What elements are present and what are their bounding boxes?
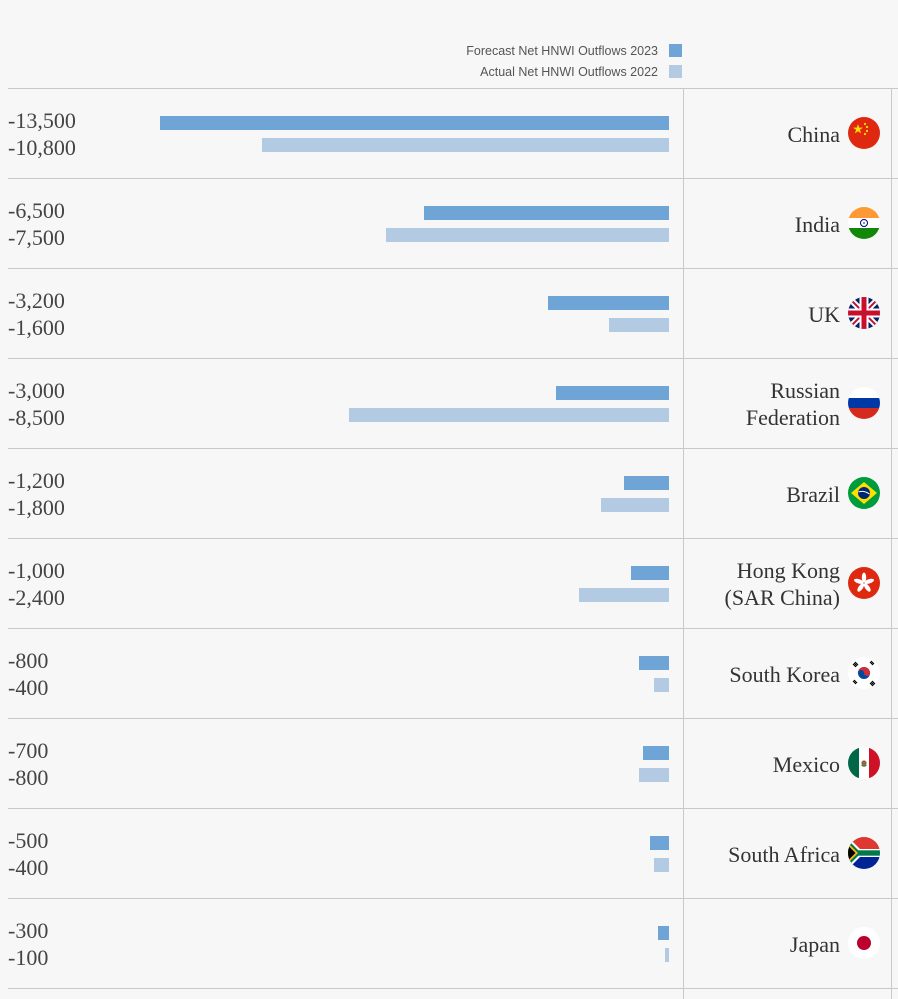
chart-row: -1,200 -1,800 Brazil <box>8 448 898 539</box>
divider-vertical-right <box>891 89 892 999</box>
forecast-value-label: -700 <box>8 738 49 763</box>
actual-bar[interactable] <box>348 408 669 422</box>
country-label: China <box>787 121 840 147</box>
actual-bar[interactable] <box>578 588 669 602</box>
actual-value-label: -8,500 <box>8 405 65 430</box>
chart-row: -800 -400 South Korea <box>8 628 898 719</box>
country-label: Russian Federation <box>745 378 840 430</box>
mexico-flag-icon <box>848 747 880 779</box>
forecast-value-label: -3,000 <box>8 378 65 403</box>
south-korea-flag-icon <box>848 657 880 689</box>
forecast-value-label: -300 <box>8 918 49 943</box>
chart-row: -3,200 -1,600 UK <box>8 268 898 359</box>
chart-row: -3,000 -8,500 Russian Federation <box>8 358 898 449</box>
legend-swatch-actual <box>669 65 682 78</box>
russia-flag-icon <box>848 387 880 419</box>
country-label: Hong Kong (SAR China) <box>724 558 841 610</box>
actual-value-label: -1,800 <box>8 495 65 520</box>
forecast-bar[interactable] <box>650 836 669 850</box>
legend-label-forecast: Forecast Net HNWI Outflows 2023 <box>466 43 658 58</box>
legend: Forecast Net HNWI Outflows 2023 Actual N… <box>466 40 682 82</box>
divider-vertical-left <box>683 89 684 999</box>
chart-row: -1,000 -2,400 Hong Kong (SAR China) <box>8 538 898 629</box>
china-flag-icon <box>848 117 880 149</box>
actual-value-label: -7,500 <box>8 225 65 250</box>
forecast-bar[interactable] <box>160 116 669 130</box>
actual-bar[interactable] <box>665 948 669 962</box>
chart-row: -300 -100 Japan <box>8 898 898 989</box>
actual-bar[interactable] <box>653 678 669 692</box>
forecast-value-label: -13,500 <box>8 108 76 133</box>
india-flag-icon <box>848 207 880 239</box>
legend-swatch-forecast <box>669 44 682 57</box>
actual-bar[interactable] <box>608 318 669 332</box>
forecast-value-label: -800 <box>8 648 49 673</box>
forecast-value-label: -1,000 <box>8 558 65 583</box>
actual-value-label: -800 <box>8 765 49 790</box>
country-label: Mexico <box>772 751 840 777</box>
uk-flag-icon <box>848 297 880 329</box>
country-label: Brazil <box>786 481 840 507</box>
forecast-bar[interactable] <box>555 386 669 400</box>
actual-value-label: -2,400 <box>8 585 65 610</box>
hong-kong-flag-icon <box>848 567 880 599</box>
country-label: India <box>794 211 840 237</box>
actual-bar[interactable] <box>386 228 669 242</box>
chart-row: -13,500 -10,800 China <box>8 88 898 179</box>
forecast-bar[interactable] <box>631 566 669 580</box>
legend-item-forecast[interactable]: Forecast Net HNWI Outflows 2023 <box>466 40 682 61</box>
forecast-bar[interactable] <box>638 656 669 670</box>
country-label: South Africa <box>728 841 840 867</box>
country-label: Japan <box>789 931 840 957</box>
divider-bottom <box>8 988 898 989</box>
chart-row: -700 -800 Mexico <box>8 718 898 809</box>
forecast-value-label: -500 <box>8 828 49 853</box>
chart-row: -6,500 -7,500 India <box>8 178 898 269</box>
actual-value-label: -10,800 <box>8 135 76 160</box>
actual-value-label: -100 <box>8 945 49 970</box>
actual-bar[interactable] <box>653 858 669 872</box>
actual-bar[interactable] <box>261 138 669 152</box>
actual-value-label: -400 <box>8 675 49 700</box>
actual-value-label: -1,600 <box>8 315 65 340</box>
legend-label-actual: Actual Net HNWI Outflows 2022 <box>480 64 658 79</box>
forecast-bar[interactable] <box>548 296 669 310</box>
forecast-value-label: -3,200 <box>8 288 65 313</box>
forecast-value-label: -1,200 <box>8 468 65 493</box>
south-africa-flag-icon <box>848 837 880 869</box>
forecast-bar[interactable] <box>657 926 669 940</box>
forecast-value-label: -6,500 <box>8 198 65 223</box>
forecast-bar[interactable] <box>423 206 669 220</box>
actual-bar[interactable] <box>638 768 669 782</box>
chart-row: -500 -400 South Africa <box>8 808 898 899</box>
actual-value-label: -400 <box>8 855 49 880</box>
forecast-bar[interactable] <box>623 476 669 490</box>
country-label: South Korea <box>729 661 840 687</box>
country-label: UK <box>808 301 840 327</box>
legend-item-actual[interactable]: Actual Net HNWI Outflows 2022 <box>466 61 682 82</box>
brazil-flag-icon <box>848 477 880 509</box>
forecast-bar[interactable] <box>642 746 669 760</box>
japan-flag-icon <box>848 927 880 959</box>
actual-bar[interactable] <box>601 498 669 512</box>
